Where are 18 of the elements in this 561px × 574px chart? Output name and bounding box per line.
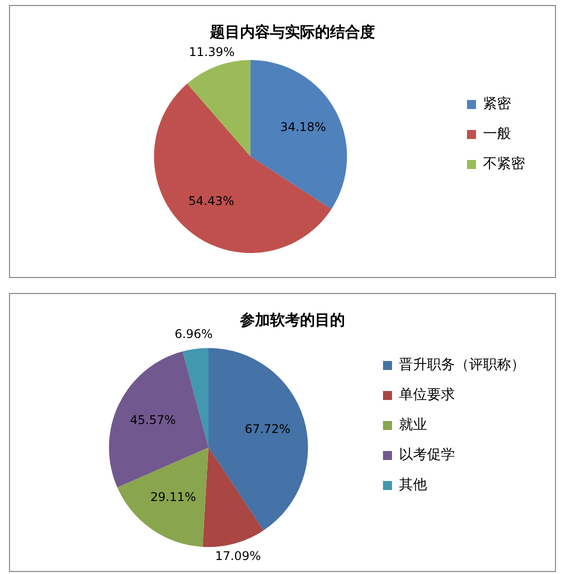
data-label: 6.96%	[174, 327, 213, 342]
data-label: 34.18%	[280, 120, 326, 134]
data-label: 29.11%	[150, 490, 196, 504]
data-label: 11.39%	[188, 45, 235, 60]
legend-label: 以考促学	[399, 447, 455, 464]
legend-label: 单位要求	[399, 387, 455, 404]
data-label: 45.57%	[130, 412, 176, 427]
chart-title: 题目内容与实际的结合度	[209, 22, 375, 41]
chart-title: 参加软考的目的	[239, 310, 345, 329]
legend-label: 其他	[399, 477, 427, 494]
legend-label: 紧密	[483, 96, 511, 112]
legend-label: 一般	[483, 126, 511, 142]
data-label: 54.43%	[188, 194, 234, 208]
data-label: 17.09%	[215, 549, 261, 564]
legend-label: 晋升职务（评职称）	[399, 357, 525, 374]
data-label: 67.72%	[244, 422, 290, 436]
legend-label: 不紧密	[483, 156, 525, 172]
legend-label: 就业	[399, 417, 427, 434]
